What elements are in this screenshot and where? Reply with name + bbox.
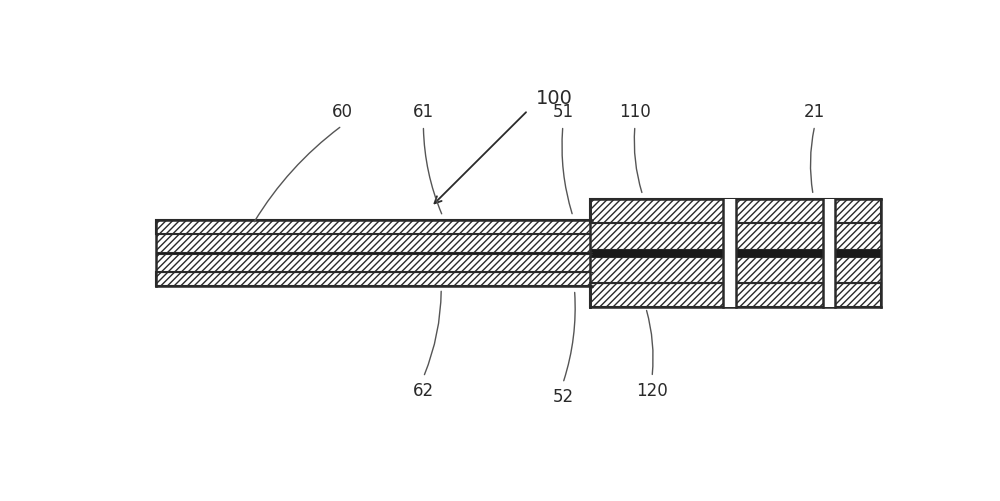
Bar [590, 258, 881, 283]
Text: 61: 61 [413, 103, 434, 121]
Bar [156, 255, 592, 272]
Text: 62: 62 [413, 382, 434, 400]
Bar [156, 220, 592, 234]
Bar [590, 199, 881, 223]
Text: 52: 52 [552, 388, 573, 406]
Text: 120: 120 [636, 382, 668, 400]
Text: 100: 100 [536, 89, 573, 108]
Text: 21: 21 [804, 103, 825, 121]
Bar [723, 199, 736, 307]
Bar [590, 199, 881, 307]
Bar [590, 283, 881, 307]
Text: 51: 51 [552, 103, 573, 121]
Bar [156, 234, 592, 252]
Bar [156, 272, 592, 286]
Text: 110: 110 [619, 103, 651, 121]
Bar [156, 220, 592, 286]
Bar [156, 252, 592, 255]
Bar [822, 199, 835, 307]
Text: 60: 60 [332, 103, 352, 121]
Bar [590, 223, 881, 248]
Bar [590, 248, 881, 258]
